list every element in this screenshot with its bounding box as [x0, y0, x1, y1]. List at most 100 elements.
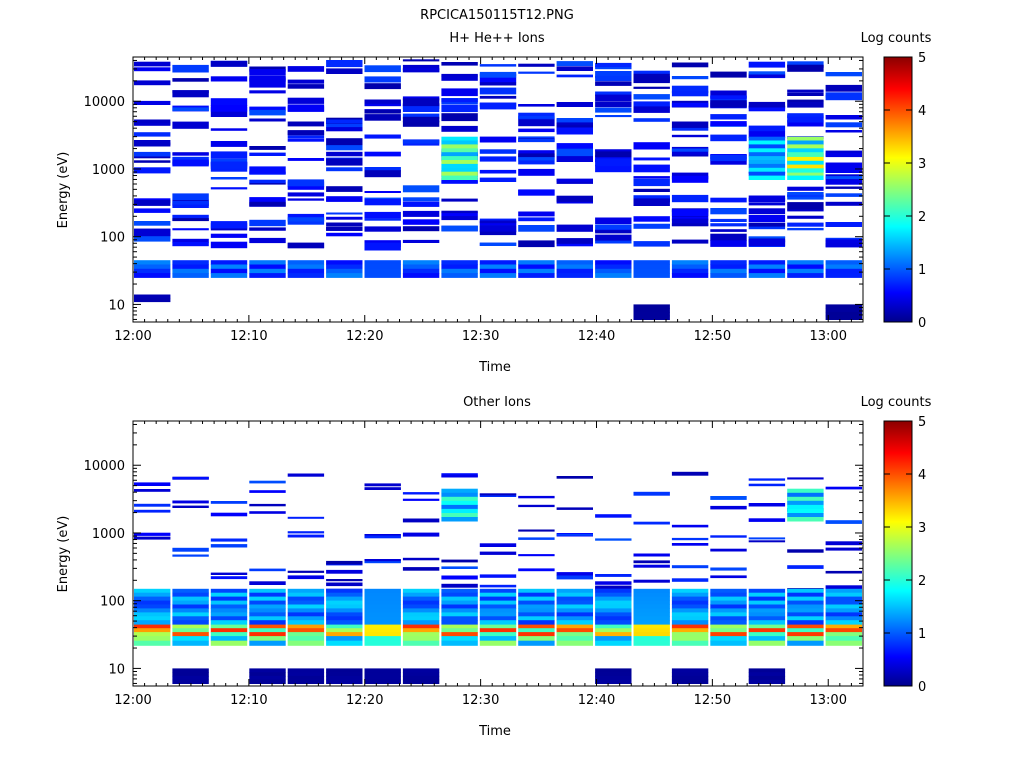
heatmap-cell — [479, 225, 517, 232]
heatmap-cell — [518, 71, 555, 74]
heatmap-cell — [249, 503, 286, 507]
heatmap-cell — [479, 592, 517, 598]
heatmap-cell — [210, 273, 248, 278]
heatmap-cell — [595, 273, 632, 278]
heatmap-cell — [748, 208, 786, 215]
heatmap-cell — [134, 151, 171, 157]
heatmap-cell — [364, 151, 401, 157]
heatmap-cell — [595, 107, 632, 113]
heatmap-cell — [287, 220, 325, 225]
heatmap-cell — [595, 65, 632, 70]
colorbar — [883, 420, 913, 687]
heatmap-cell — [326, 186, 363, 192]
heatmap-cell — [633, 553, 670, 557]
heatmap-cell — [441, 517, 478, 522]
heatmap-cell — [748, 202, 786, 206]
heatmap-cell — [210, 241, 248, 249]
heatmap-cell — [441, 628, 478, 633]
heatmap-cell — [556, 596, 593, 601]
heatmap-cell — [748, 624, 786, 629]
heatmap-cell — [710, 208, 747, 215]
heatmap-cell — [595, 588, 632, 594]
heatmap-cell — [595, 632, 632, 637]
heatmap-cell — [748, 74, 786, 78]
heatmap-cell — [748, 130, 786, 139]
heatmap-cell — [134, 636, 171, 642]
heatmap-cell — [710, 588, 747, 594]
x-tick-label: 13:00 — [810, 329, 847, 344]
heatmap-cell — [671, 565, 709, 569]
heatmap-cell — [326, 579, 363, 582]
heatmap-cell — [595, 624, 632, 629]
heatmap-cell — [671, 620, 709, 625]
heatmap-cell — [633, 604, 670, 609]
heatmap-cell — [134, 208, 171, 213]
heatmap-cell — [249, 69, 286, 76]
heatmap-cell — [748, 518, 786, 522]
heatmap-cell — [134, 532, 171, 536]
heatmap-cell — [518, 189, 555, 196]
heatmap-cell — [364, 636, 401, 642]
y-tick-label: 10 — [108, 298, 125, 313]
heatmap-cell — [172, 636, 209, 642]
heatmap-cell — [633, 640, 670, 646]
heatmap-cell — [287, 66, 325, 72]
heatmap-cell — [210, 612, 248, 617]
heatmap-cell — [518, 156, 555, 165]
heatmap-cell — [441, 210, 478, 214]
heatmap-cell — [134, 628, 171, 633]
heatmap-cell — [518, 529, 555, 532]
heatmap-cell — [787, 222, 824, 227]
heatmap-cell — [364, 672, 401, 677]
heatmap-cell — [748, 612, 786, 617]
heatmap-cell — [326, 675, 363, 681]
heatmap-cell — [787, 508, 824, 514]
heatmap-cell — [633, 560, 670, 564]
heatmap-cell — [134, 160, 171, 163]
heatmap-cell — [671, 524, 709, 528]
heatmap-cell — [825, 304, 862, 309]
heatmap-cell — [364, 264, 401, 270]
heatmap-cell — [633, 178, 670, 187]
heatmap-cell — [210, 111, 248, 117]
heatmap-cell — [441, 616, 478, 621]
heatmap-cell — [326, 616, 363, 621]
heatmap-cell — [326, 226, 363, 231]
heatmap-cell — [825, 115, 862, 120]
heatmap-cell — [441, 504, 478, 510]
x-tick-label: 12:20 — [346, 329, 383, 344]
heatmap-cell — [518, 636, 555, 642]
heatmap-cell — [518, 104, 555, 107]
heatmap-cell — [172, 273, 209, 278]
heatmap-cell — [479, 600, 517, 605]
heatmap-cell — [402, 197, 440, 202]
x-tick-label: 12:50 — [694, 693, 731, 708]
heatmap-cell — [441, 215, 478, 221]
heatmap-cell — [249, 600, 286, 605]
heatmap-cell — [633, 636, 670, 642]
heatmap-cell — [787, 61, 824, 68]
heatmap-cell — [710, 154, 747, 162]
heatmap-cell — [249, 90, 286, 94]
heatmap-cell — [556, 66, 593, 71]
heatmap-cell — [595, 514, 632, 518]
heatmap-cell — [287, 158, 325, 161]
heatmap-cell — [402, 675, 440, 681]
heatmap-cell — [249, 152, 286, 156]
heatmap-cell — [710, 604, 747, 609]
heatmap-cell — [326, 216, 363, 220]
heatmap-cell — [287, 138, 325, 142]
heatmap-cell — [671, 148, 709, 152]
heatmap-cell — [287, 104, 325, 112]
heatmap-cell — [441, 152, 478, 157]
heatmap-cell — [518, 600, 555, 605]
heatmap-cell — [710, 233, 747, 241]
heatmap-cell — [787, 632, 824, 637]
heatmap-cell — [249, 268, 286, 274]
heatmap-cell — [633, 216, 670, 222]
heatmap-cell — [172, 608, 209, 613]
heatmap-cell — [518, 604, 555, 609]
heatmap-cell — [364, 199, 401, 206]
heatmap-cell — [249, 608, 286, 613]
heatmap-cell — [441, 588, 478, 594]
